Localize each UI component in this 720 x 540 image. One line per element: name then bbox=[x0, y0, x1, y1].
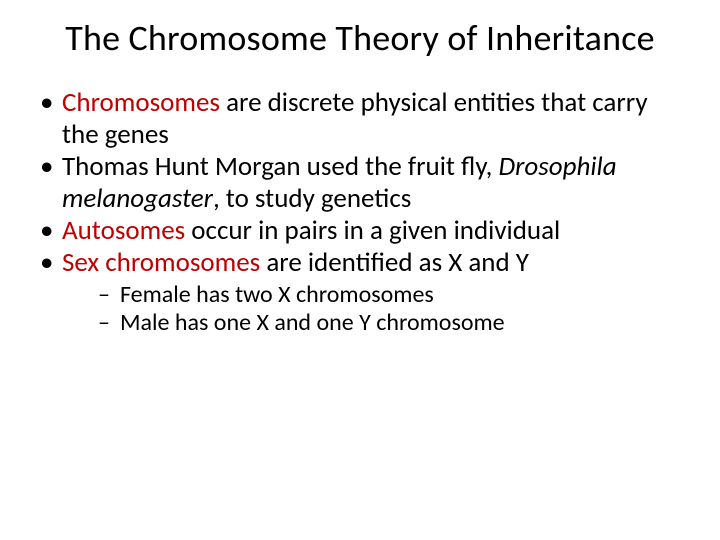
bullet-text: occur in pairs in a given individual bbox=[185, 214, 560, 247]
sub-bullet-item: Male has one X and one Y chromosome bbox=[98, 309, 690, 338]
bullet-text: , to study genetics bbox=[213, 182, 411, 215]
term-text: Chromosomes bbox=[62, 86, 220, 119]
term-text: Autosomes bbox=[62, 214, 185, 247]
sub-bullet-text: Female has two X chromosomes bbox=[120, 280, 434, 309]
slide-title: The Chromosome Theory of Inheritance bbox=[30, 18, 690, 59]
bullet-item: Sex chromosomes are identified as X and … bbox=[36, 247, 690, 338]
bullet-item: Autosomes occur in pairs in a given indi… bbox=[36, 215, 690, 247]
sub-bullet-text: Male has one X and one Y chromosome bbox=[120, 308, 505, 337]
slide: The Chromosome Theory of Inheritance Chr… bbox=[0, 0, 720, 540]
bullet-item: Thomas Hunt Morgan used the fruit fly, D… bbox=[36, 151, 690, 215]
bullet-list: Chromosomes are discrete physical entiti… bbox=[30, 87, 690, 338]
sub-bullet-list: Female has two X chromosomes Male has on… bbox=[62, 281, 690, 339]
sub-bullet-item: Female has two X chromosomes bbox=[98, 281, 690, 310]
term-text: Sex chromosomes bbox=[62, 246, 260, 279]
bullet-text: Thomas Hunt Morgan used the fruit fly, bbox=[62, 150, 498, 183]
bullet-text: are identified as X and Y bbox=[260, 246, 529, 279]
bullet-item: Chromosomes are discrete physical entiti… bbox=[36, 87, 690, 151]
